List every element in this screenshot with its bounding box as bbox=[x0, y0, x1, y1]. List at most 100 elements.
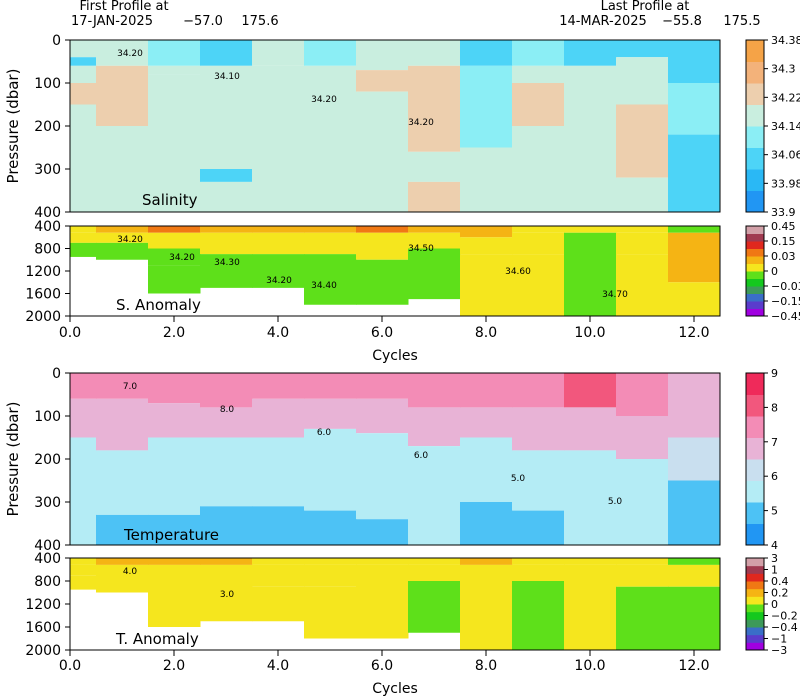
data-cell bbox=[408, 40, 461, 66]
x-axis-label: Cycles bbox=[372, 681, 418, 697]
colorbar-swatch bbox=[746, 286, 764, 294]
data-cell bbox=[512, 232, 565, 255]
data-cell bbox=[356, 104, 409, 212]
data-cell bbox=[564, 232, 617, 249]
data-cell bbox=[70, 558, 97, 565]
first-profile-lon: 175.6 bbox=[241, 14, 278, 29]
y-tick-label: 1600 bbox=[25, 620, 61, 636]
colorbar-tick-label: 34.06 bbox=[771, 149, 800, 162]
contour-label: 4.0 bbox=[123, 567, 138, 577]
colorbar-tick-label: 34.22 bbox=[771, 91, 800, 104]
data-cell bbox=[148, 265, 201, 294]
data-cell bbox=[668, 134, 721, 212]
panel-title: T. Anomaly bbox=[115, 630, 199, 648]
data-cell bbox=[616, 416, 669, 459]
data-cell bbox=[512, 581, 565, 650]
data-cell bbox=[356, 564, 409, 593]
data-cell bbox=[96, 232, 149, 243]
data-cell bbox=[512, 226, 565, 233]
colorbar-tick-label: 34.3 bbox=[771, 63, 796, 76]
data-cell bbox=[668, 480, 721, 545]
colorbar-swatch bbox=[746, 256, 764, 264]
data-cell bbox=[616, 57, 669, 105]
x-tick-label: 12.0 bbox=[678, 658, 709, 674]
contour-label: 6.0 bbox=[317, 428, 332, 438]
data-cell bbox=[200, 226, 253, 233]
data-cell bbox=[304, 226, 357, 233]
colorbar-swatch bbox=[746, 394, 764, 417]
x-tick-label: 4.0 bbox=[267, 658, 289, 674]
contour-label: 34.70 bbox=[602, 290, 628, 300]
data-cell bbox=[460, 564, 513, 581]
colorbar-swatch bbox=[746, 241, 764, 249]
data-cell bbox=[304, 254, 357, 305]
data-cell bbox=[616, 104, 669, 178]
data-cell bbox=[252, 506, 305, 545]
data-cell bbox=[200, 558, 253, 565]
y-tick-label: 400 bbox=[34, 205, 61, 221]
colorbar-tick-label: 7 bbox=[771, 436, 778, 449]
data-cell bbox=[564, 564, 617, 581]
colorbar-tick-label: −1 bbox=[771, 633, 787, 646]
data-cell bbox=[304, 373, 357, 399]
data-cell bbox=[408, 232, 461, 249]
colorbar-swatch bbox=[746, 233, 764, 242]
last-profile-lat: −55.8 bbox=[662, 14, 702, 29]
x-tick-label: 2.0 bbox=[163, 325, 185, 341]
colorbar-swatch bbox=[746, 627, 764, 636]
data-cell bbox=[148, 437, 201, 515]
colorbar-tick-label: −0.15 bbox=[771, 295, 800, 308]
data-cell bbox=[356, 558, 409, 565]
data-cell bbox=[70, 83, 97, 105]
data-cell bbox=[200, 407, 253, 438]
colorbar-swatch bbox=[746, 147, 764, 170]
data-cell bbox=[200, 232, 253, 255]
x-tick-label: 6.0 bbox=[371, 658, 393, 674]
data-cell bbox=[668, 282, 721, 316]
data-cell bbox=[304, 232, 357, 255]
data-cell bbox=[96, 398, 149, 451]
colorbar-tick-label: −0.4 bbox=[771, 621, 798, 634]
contour-label: 34.20 bbox=[169, 253, 195, 263]
data-cell bbox=[512, 254, 565, 316]
data-cell bbox=[148, 373, 201, 404]
y-tick-label: 1200 bbox=[25, 597, 61, 613]
y-tick-label: 2000 bbox=[25, 309, 61, 325]
data-cell bbox=[668, 373, 721, 438]
colorbar-swatch bbox=[746, 523, 764, 546]
data-cell bbox=[408, 181, 461, 212]
y-tick-label: 200 bbox=[34, 452, 61, 468]
data-cell bbox=[148, 232, 201, 249]
x-tick-label: 8.0 bbox=[475, 325, 497, 341]
panel-title: Temperature bbox=[123, 526, 219, 544]
y-tick-label: 400 bbox=[34, 551, 61, 567]
data-cell bbox=[408, 226, 461, 233]
data-cell bbox=[408, 558, 461, 565]
panel-title: S. Anomaly bbox=[116, 296, 201, 314]
x-tick-label: 4.0 bbox=[267, 325, 289, 341]
x-tick-label: 8.0 bbox=[475, 658, 497, 674]
data-cell bbox=[304, 40, 357, 66]
y-tick-label: 400 bbox=[34, 219, 61, 235]
data-cell bbox=[252, 564, 305, 587]
colorbar-swatch bbox=[746, 373, 764, 395]
colorbar-swatch bbox=[746, 104, 764, 127]
panel-temperature: 7.0 8.0 6.0 6.0 5.0 5.0 0 100 200 300 400 Temperatu… bbox=[4, 366, 778, 554]
data-cell bbox=[148, 65, 201, 75]
data-cell bbox=[356, 398, 409, 434]
contour-label: 3.0 bbox=[220, 590, 235, 600]
contour-label: 34.40 bbox=[311, 281, 337, 291]
data-cell bbox=[148, 40, 201, 66]
colorbar-tick-label: 4 bbox=[771, 539, 778, 552]
y-tick-label: 800 bbox=[34, 242, 61, 258]
colorbar-swatch bbox=[746, 226, 764, 234]
x-tick-label: 2.0 bbox=[163, 658, 185, 674]
colorbar-swatch bbox=[746, 565, 764, 574]
data-cell bbox=[408, 581, 461, 633]
first-profile-date: 17-JAN-2025 bbox=[71, 14, 153, 29]
colorbar-swatch bbox=[746, 581, 764, 590]
colorbar-swatch bbox=[746, 642, 764, 651]
data-cell bbox=[252, 65, 305, 212]
data-cell bbox=[148, 581, 201, 627]
data-cell bbox=[96, 126, 149, 212]
